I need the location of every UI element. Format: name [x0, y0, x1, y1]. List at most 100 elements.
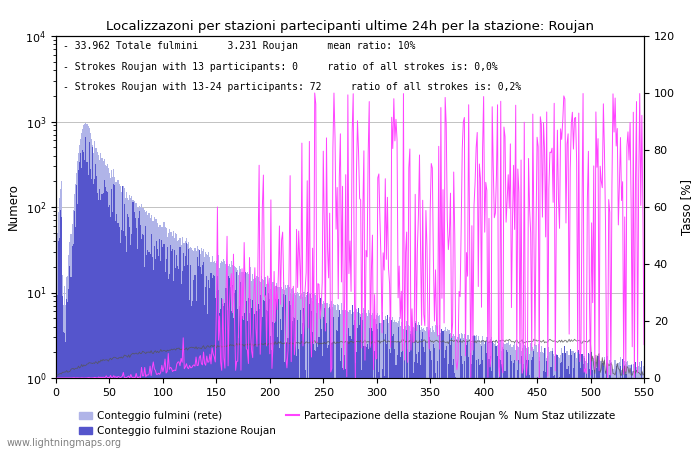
Bar [383, 320, 384, 450]
Bar [359, 313, 360, 450]
Bar [321, 303, 322, 450]
Bar [296, 356, 297, 450]
Bar [300, 295, 302, 450]
Bar [548, 378, 550, 450]
Bar [611, 362, 612, 450]
Bar [347, 342, 349, 450]
Bar [167, 247, 168, 450]
Bar [73, 243, 74, 450]
Bar [626, 361, 627, 450]
Bar [98, 154, 99, 450]
Bar [379, 315, 381, 450]
Bar [290, 328, 292, 450]
Bar [378, 316, 379, 450]
Bar [600, 378, 601, 450]
Bar [587, 378, 588, 450]
Bar [596, 369, 598, 450]
Bar [639, 362, 640, 450]
Bar [407, 323, 408, 450]
Bar [643, 378, 645, 450]
Bar [94, 179, 95, 450]
Bar [460, 338, 461, 450]
Bar [513, 345, 514, 450]
Bar [187, 265, 188, 450]
Bar [176, 234, 177, 450]
Bar [621, 370, 622, 450]
Bar [258, 309, 260, 450]
Bar [369, 328, 370, 450]
Bar [593, 358, 594, 450]
Bar [314, 350, 315, 450]
Bar [556, 355, 557, 450]
Bar [312, 332, 313, 450]
Bar [159, 239, 160, 450]
Bar [521, 356, 522, 450]
Bar [546, 358, 547, 450]
Bar [530, 343, 531, 450]
Bar [544, 352, 545, 450]
Bar [267, 284, 268, 450]
Bar [485, 341, 486, 450]
Bar [433, 344, 434, 450]
Bar [613, 378, 615, 450]
Bar [384, 320, 385, 450]
Bar [609, 375, 610, 450]
Bar [357, 328, 358, 450]
Bar [228, 266, 229, 450]
Bar [622, 359, 623, 450]
Bar [282, 289, 284, 450]
Bar [300, 310, 302, 450]
Bar [640, 378, 641, 450]
Bar [501, 351, 503, 450]
Bar [221, 298, 222, 450]
Bar [127, 198, 128, 450]
Bar [110, 217, 111, 450]
Bar [629, 378, 631, 450]
Bar [218, 290, 219, 450]
Bar [361, 313, 363, 450]
Bar [495, 340, 496, 450]
Bar [616, 364, 617, 450]
Bar [318, 337, 319, 450]
Bar [233, 319, 234, 450]
Bar [276, 337, 278, 450]
Bar [448, 330, 449, 450]
Bar [578, 353, 580, 450]
Bar [379, 323, 381, 450]
Bar [337, 305, 339, 450]
Bar [61, 217, 62, 450]
Bar [531, 341, 532, 450]
Bar [469, 378, 470, 450]
Bar [310, 292, 311, 450]
Bar [446, 346, 447, 450]
Bar [88, 126, 89, 450]
Bar [169, 229, 170, 450]
Bar [623, 358, 624, 450]
Bar [174, 238, 175, 450]
Bar [554, 350, 556, 450]
Bar [341, 348, 342, 450]
Bar [402, 343, 403, 450]
Bar [310, 294, 311, 450]
Bar [396, 323, 398, 450]
Bar [311, 310, 312, 450]
Bar [387, 319, 388, 450]
Bar [148, 213, 150, 450]
Bar [398, 342, 400, 450]
Bar [73, 210, 74, 450]
Bar [251, 308, 252, 450]
Bar [249, 273, 250, 450]
Bar [332, 342, 333, 450]
Bar [623, 378, 624, 450]
Bar [610, 360, 611, 450]
Bar [635, 362, 636, 450]
Bar [480, 344, 481, 450]
Bar [252, 274, 253, 450]
Bar [302, 324, 304, 450]
Bar [152, 256, 153, 450]
Bar [215, 263, 216, 450]
Bar [604, 378, 605, 450]
Bar [494, 344, 495, 450]
Bar [203, 262, 204, 450]
Bar [179, 238, 181, 450]
